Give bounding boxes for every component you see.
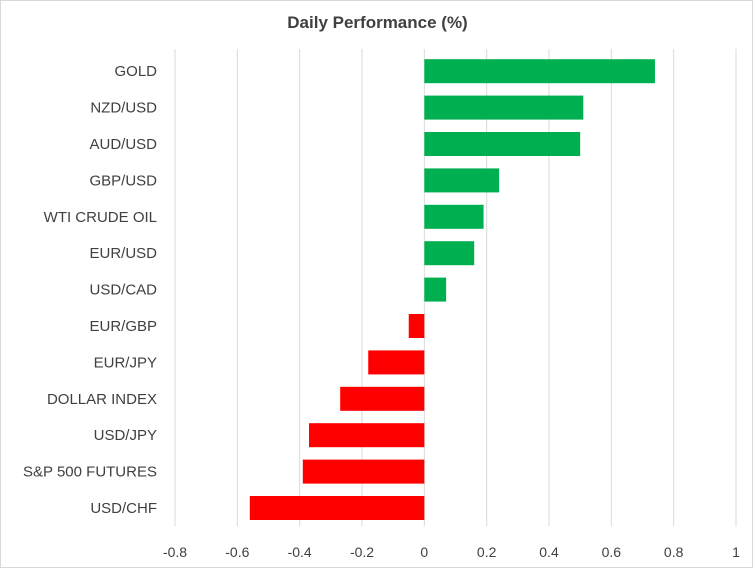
category-label-3: GBP/USD bbox=[89, 172, 157, 189]
category-label-7: EUR/GBP bbox=[89, 318, 157, 335]
category-label-4: WTI CRUDE OIL bbox=[44, 209, 157, 226]
x-tick-label-2: -0.4 bbox=[288, 544, 312, 560]
category-label-11: S&P 500 FUTURES bbox=[23, 464, 157, 481]
x-tick-label-8: 0.8 bbox=[664, 544, 684, 560]
x-tick-label-5: 0.2 bbox=[477, 544, 497, 560]
category-label-12: USD/CHF bbox=[90, 500, 157, 517]
x-tick-label-7: 0.6 bbox=[602, 544, 622, 560]
x-tick-label-6: 0.4 bbox=[539, 544, 559, 560]
category-label-9: DOLLAR INDEX bbox=[47, 391, 157, 408]
bar-5 bbox=[424, 241, 475, 266]
bar-6 bbox=[424, 277, 447, 302]
bar-12 bbox=[249, 496, 425, 520]
category-label-6: USD/CAD bbox=[89, 282, 157, 299]
bar-8 bbox=[368, 350, 425, 375]
x-tick-label-1: -0.6 bbox=[225, 544, 249, 560]
bar-4 bbox=[424, 204, 484, 229]
bar-1 bbox=[424, 95, 584, 120]
chart-title: Daily Performance (%) bbox=[287, 13, 468, 32]
x-tick-label-0: -0.8 bbox=[163, 544, 187, 560]
category-label-2: AUD/USD bbox=[89, 136, 157, 153]
bar-2 bbox=[424, 132, 581, 156]
bar-10 bbox=[309, 423, 425, 448]
category-label-1: NZD/USD bbox=[90, 100, 157, 117]
category-label-0: GOLD bbox=[114, 63, 157, 80]
category-label-5: EUR/USD bbox=[89, 245, 157, 262]
x-tick-label-9: 1 bbox=[732, 544, 740, 560]
category-label-10: USD/JPY bbox=[94, 427, 157, 444]
bar-11 bbox=[302, 459, 425, 484]
bar-7 bbox=[408, 314, 425, 338]
category-label-8: EUR/JPY bbox=[94, 354, 157, 371]
x-tick-label-3: -0.2 bbox=[350, 544, 374, 560]
x-tick-label-4: 0 bbox=[420, 544, 428, 560]
bar-0 bbox=[424, 59, 655, 84]
bar-3 bbox=[424, 168, 500, 193]
bar-9 bbox=[340, 386, 425, 411]
